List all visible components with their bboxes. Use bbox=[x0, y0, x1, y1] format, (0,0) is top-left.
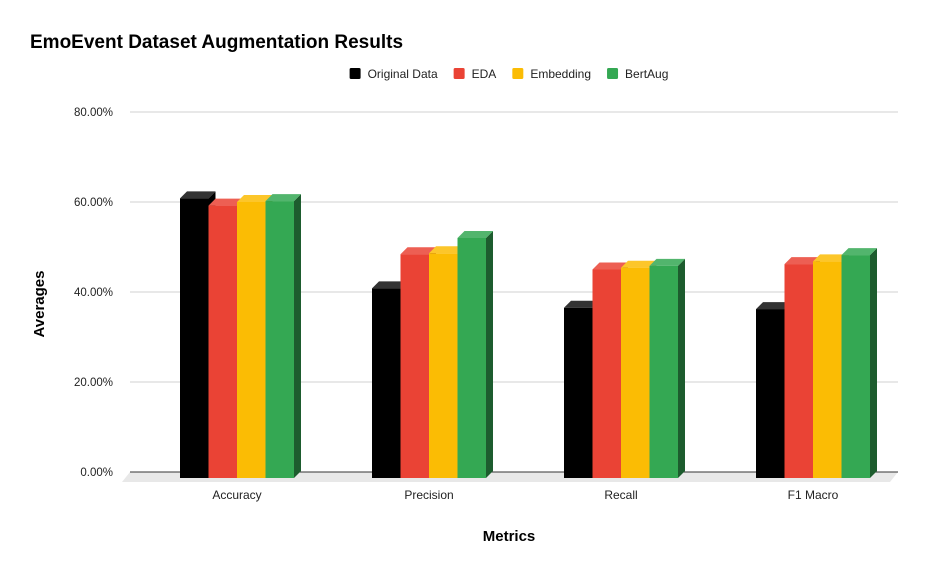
bar-front bbox=[756, 309, 785, 478]
x-axis-categories: Accuracy Precision Recall F1 Macro bbox=[212, 488, 838, 502]
chart-title: EmoEvent Dataset Augmentation Results bbox=[30, 32, 403, 53]
bar-top bbox=[784, 257, 820, 265]
legend-item-bertaug: BertAug bbox=[607, 67, 668, 81]
legend-swatch bbox=[349, 68, 361, 79]
legend-swatch bbox=[453, 68, 465, 79]
legend-swatch bbox=[607, 68, 619, 79]
x-tick-label-recall: Recall bbox=[604, 488, 637, 502]
x-axis-title: Metrics bbox=[483, 528, 536, 545]
legend-label: EDA bbox=[472, 67, 497, 81]
bar-front bbox=[592, 269, 621, 478]
x-tick-label-precision: Precision bbox=[404, 488, 453, 502]
bar-bertaug-accuracy bbox=[265, 194, 301, 478]
bar-top bbox=[457, 231, 493, 238]
y-axis-ticks: 0.00% 20.00% 40.00% 60.00% 80.00% bbox=[74, 107, 113, 479]
legend-swatch bbox=[512, 68, 524, 79]
bar-side bbox=[294, 194, 301, 478]
bar-side bbox=[870, 248, 877, 478]
bar-top bbox=[841, 248, 877, 256]
bar-front bbox=[813, 261, 842, 478]
bar-top bbox=[756, 302, 792, 310]
bars bbox=[180, 191, 877, 478]
y-tick-label: 40.00% bbox=[74, 287, 113, 299]
y-axis-title: Averages bbox=[31, 271, 48, 338]
floor-plane bbox=[122, 472, 898, 482]
bar-top bbox=[564, 300, 600, 308]
legend-item-eda: EDA bbox=[453, 67, 497, 81]
bar-side bbox=[678, 258, 685, 478]
bar-front bbox=[265, 201, 294, 478]
legend-label: Embedding bbox=[530, 67, 591, 81]
legend-label: Original Data bbox=[368, 67, 438, 81]
bar-top bbox=[208, 198, 244, 206]
bar-front bbox=[841, 255, 870, 478]
legend-label: BertAug bbox=[625, 67, 668, 81]
legend: Original Data EDA Embedding BertAug bbox=[349, 67, 668, 81]
bar-top bbox=[237, 195, 273, 202]
bar-top bbox=[649, 258, 685, 266]
bar-bertaug-recall bbox=[649, 258, 685, 478]
bar-front bbox=[237, 202, 266, 478]
y-tick-label: 20.00% bbox=[74, 377, 113, 389]
bar-top bbox=[180, 191, 216, 199]
bar-front bbox=[564, 307, 593, 478]
bar-top bbox=[813, 254, 849, 262]
y-tick-label: 0.00% bbox=[80, 467, 113, 479]
bar-top bbox=[429, 246, 465, 254]
bar-front bbox=[457, 238, 486, 478]
bar-front bbox=[208, 205, 237, 478]
bar-front bbox=[372, 288, 401, 478]
y-tick-label: 80.00% bbox=[74, 107, 113, 119]
bar-front bbox=[400, 254, 429, 478]
bar-side bbox=[486, 231, 493, 478]
bar-top bbox=[592, 262, 628, 270]
bar-bertaug-precision bbox=[457, 231, 493, 478]
x-tick-label-f1-macro: F1 Macro bbox=[788, 488, 839, 502]
bar-top bbox=[372, 281, 408, 289]
bar-top bbox=[400, 247, 436, 255]
x-tick-label-accuracy: Accuracy bbox=[212, 488, 261, 502]
bar-front bbox=[784, 264, 813, 478]
bar-top bbox=[621, 260, 657, 268]
bar-front bbox=[621, 267, 650, 478]
bar-front bbox=[180, 198, 209, 478]
bar-front bbox=[649, 265, 678, 478]
bar-front bbox=[429, 253, 458, 478]
bar-bertaug-f1-macro bbox=[841, 248, 877, 478]
legend-item-embedding: Embedding bbox=[512, 67, 591, 81]
y-tick-label: 60.00% bbox=[74, 197, 113, 209]
legend-item-original-data: Original Data bbox=[349, 67, 438, 81]
bar-top bbox=[265, 194, 301, 202]
bar-original-data-accuracy bbox=[180, 191, 216, 478]
bar-eda-f1-macro bbox=[784, 257, 820, 478]
